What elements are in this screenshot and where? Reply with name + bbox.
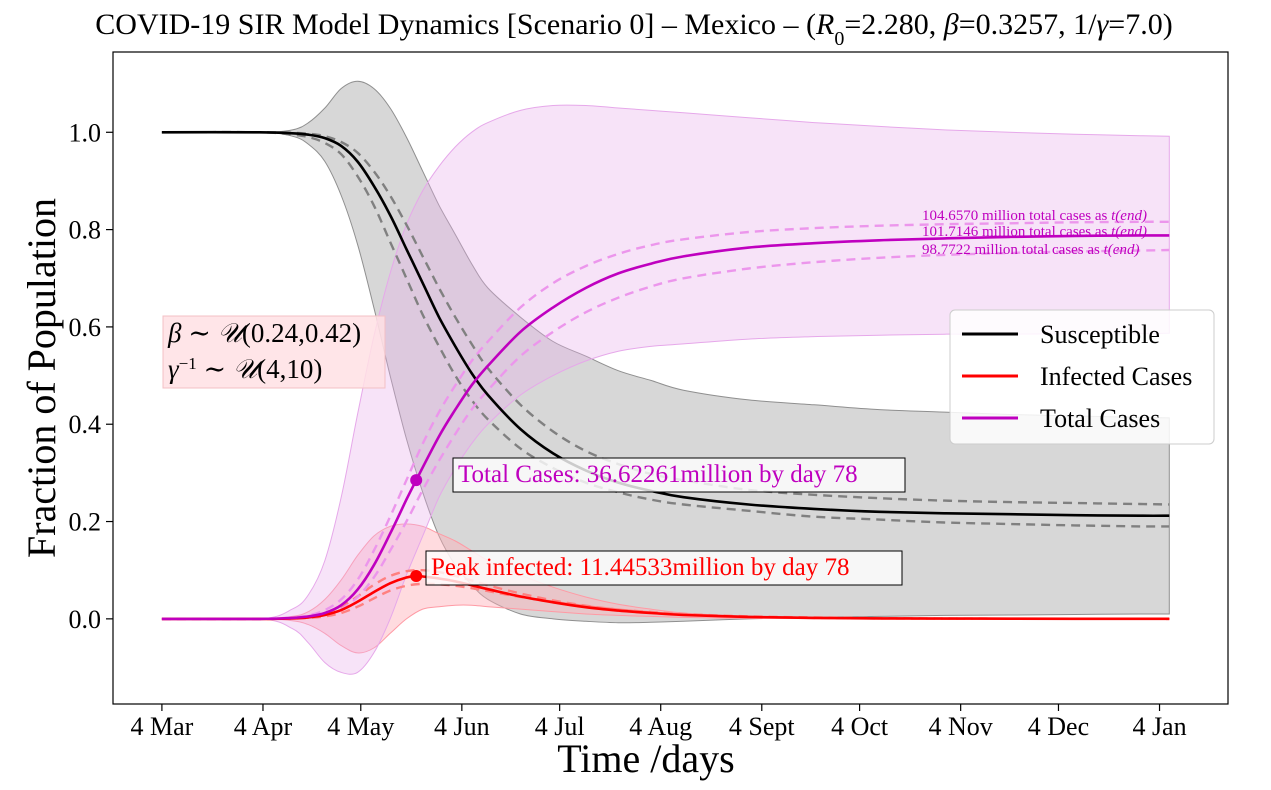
peak-infected-annotation: Peak infected: 11.44533million by day 78 [425,550,903,586]
y-axis-ticks: 0.0 0.2 0.4 0.6 0.8 1.0 [69,118,113,634]
end-total-label: 101.7146 million total cases as t(end) [922,224,1147,240]
peak-infected-marker [410,570,423,583]
x-axis-ticks: 4 Mar 4 Apr 4 May 4 Jun 4 Jul 4 Aug 4 Sept 4 Oc… [130,704,1187,741]
x-tick-label: 4 Jul [535,712,585,741]
legend-label: Infected Cases [1040,362,1192,391]
peak-infected-annotation-text: Peak infected: 11.44533million by day 78 [431,554,849,581]
legend-label: Susceptible [1040,320,1160,349]
x-tick-label: 4 Apr [234,712,293,741]
line-susceptible [161,130,1170,518]
legend-label: Total Cases [1040,404,1160,433]
end-total-label: 98.7722 million total cases as t(end) [922,242,1139,258]
x-tick-label: 4 Oct [831,712,889,741]
x-tick-label: 4 Jun [434,712,490,741]
legend-frame [949,309,1215,445]
legend-entry-susceptible: Susceptible [962,320,1160,349]
y-tick-label: 0.4 [69,410,102,439]
y-tick-label: 0.2 [69,508,102,537]
parameter-box: β ∼ 𝒰(0.24,0.42) γ−1 ∼ 𝒰(4,10) [162,315,386,389]
beta-distribution: β ∼ 𝒰(0.24,0.42) [167,318,361,348]
total-cases-annotation: Total Cases: 36.62261million by day 78 [452,457,906,493]
y-tick-label: 0.6 [69,313,102,342]
y-tick-label: 0.8 [69,216,102,245]
plot-frame [112,51,1229,705]
total-cases-marker [410,474,423,487]
x-tick-label: 4 Nov [929,712,993,741]
series-lines [161,130,1170,621]
end-totals-annotations: 104.6570 million total cases as t(end) 1… [922,208,1147,258]
x-axis-label: Time /days [557,736,734,781]
line-bound-dashed [161,130,1170,528]
line-total-cases [161,234,1170,621]
line-bound-dashed [161,131,1170,506]
x-tick-label: 4 Jan [1132,712,1186,741]
legend: Susceptible Infected Cases Total Cases [949,309,1215,445]
x-tick-label: 4 Aug [629,712,692,741]
chart-title: COVID-19 SIR Model Dynamics [Scenario 0]… [95,8,1172,50]
x-tick-label: 4 Sept [729,712,796,741]
x-tick-label: 4 Dec [1028,712,1089,741]
end-total-label: 104.6570 million total cases as t(end) [922,208,1147,224]
legend-entry-infected: Infected Cases [962,362,1192,391]
y-tick-label: 1.0 [69,118,102,147]
line-bound-dashed [161,248,1170,621]
legend-entry-total: Total Cases [962,404,1160,433]
gamma-distribution: γ−1 ∼ 𝒰(4,10) [168,354,322,385]
y-axis-label: Fraction of Population [19,198,64,558]
y-tick-label: 0.0 [69,605,102,634]
band-susceptible [161,80,1170,624]
x-tick-label: 4 May [327,712,394,741]
total-cases-annotation-text: Total Cases: 36.62261million by day 78 [458,461,858,488]
x-tick-label: 4 Mar [130,712,193,741]
